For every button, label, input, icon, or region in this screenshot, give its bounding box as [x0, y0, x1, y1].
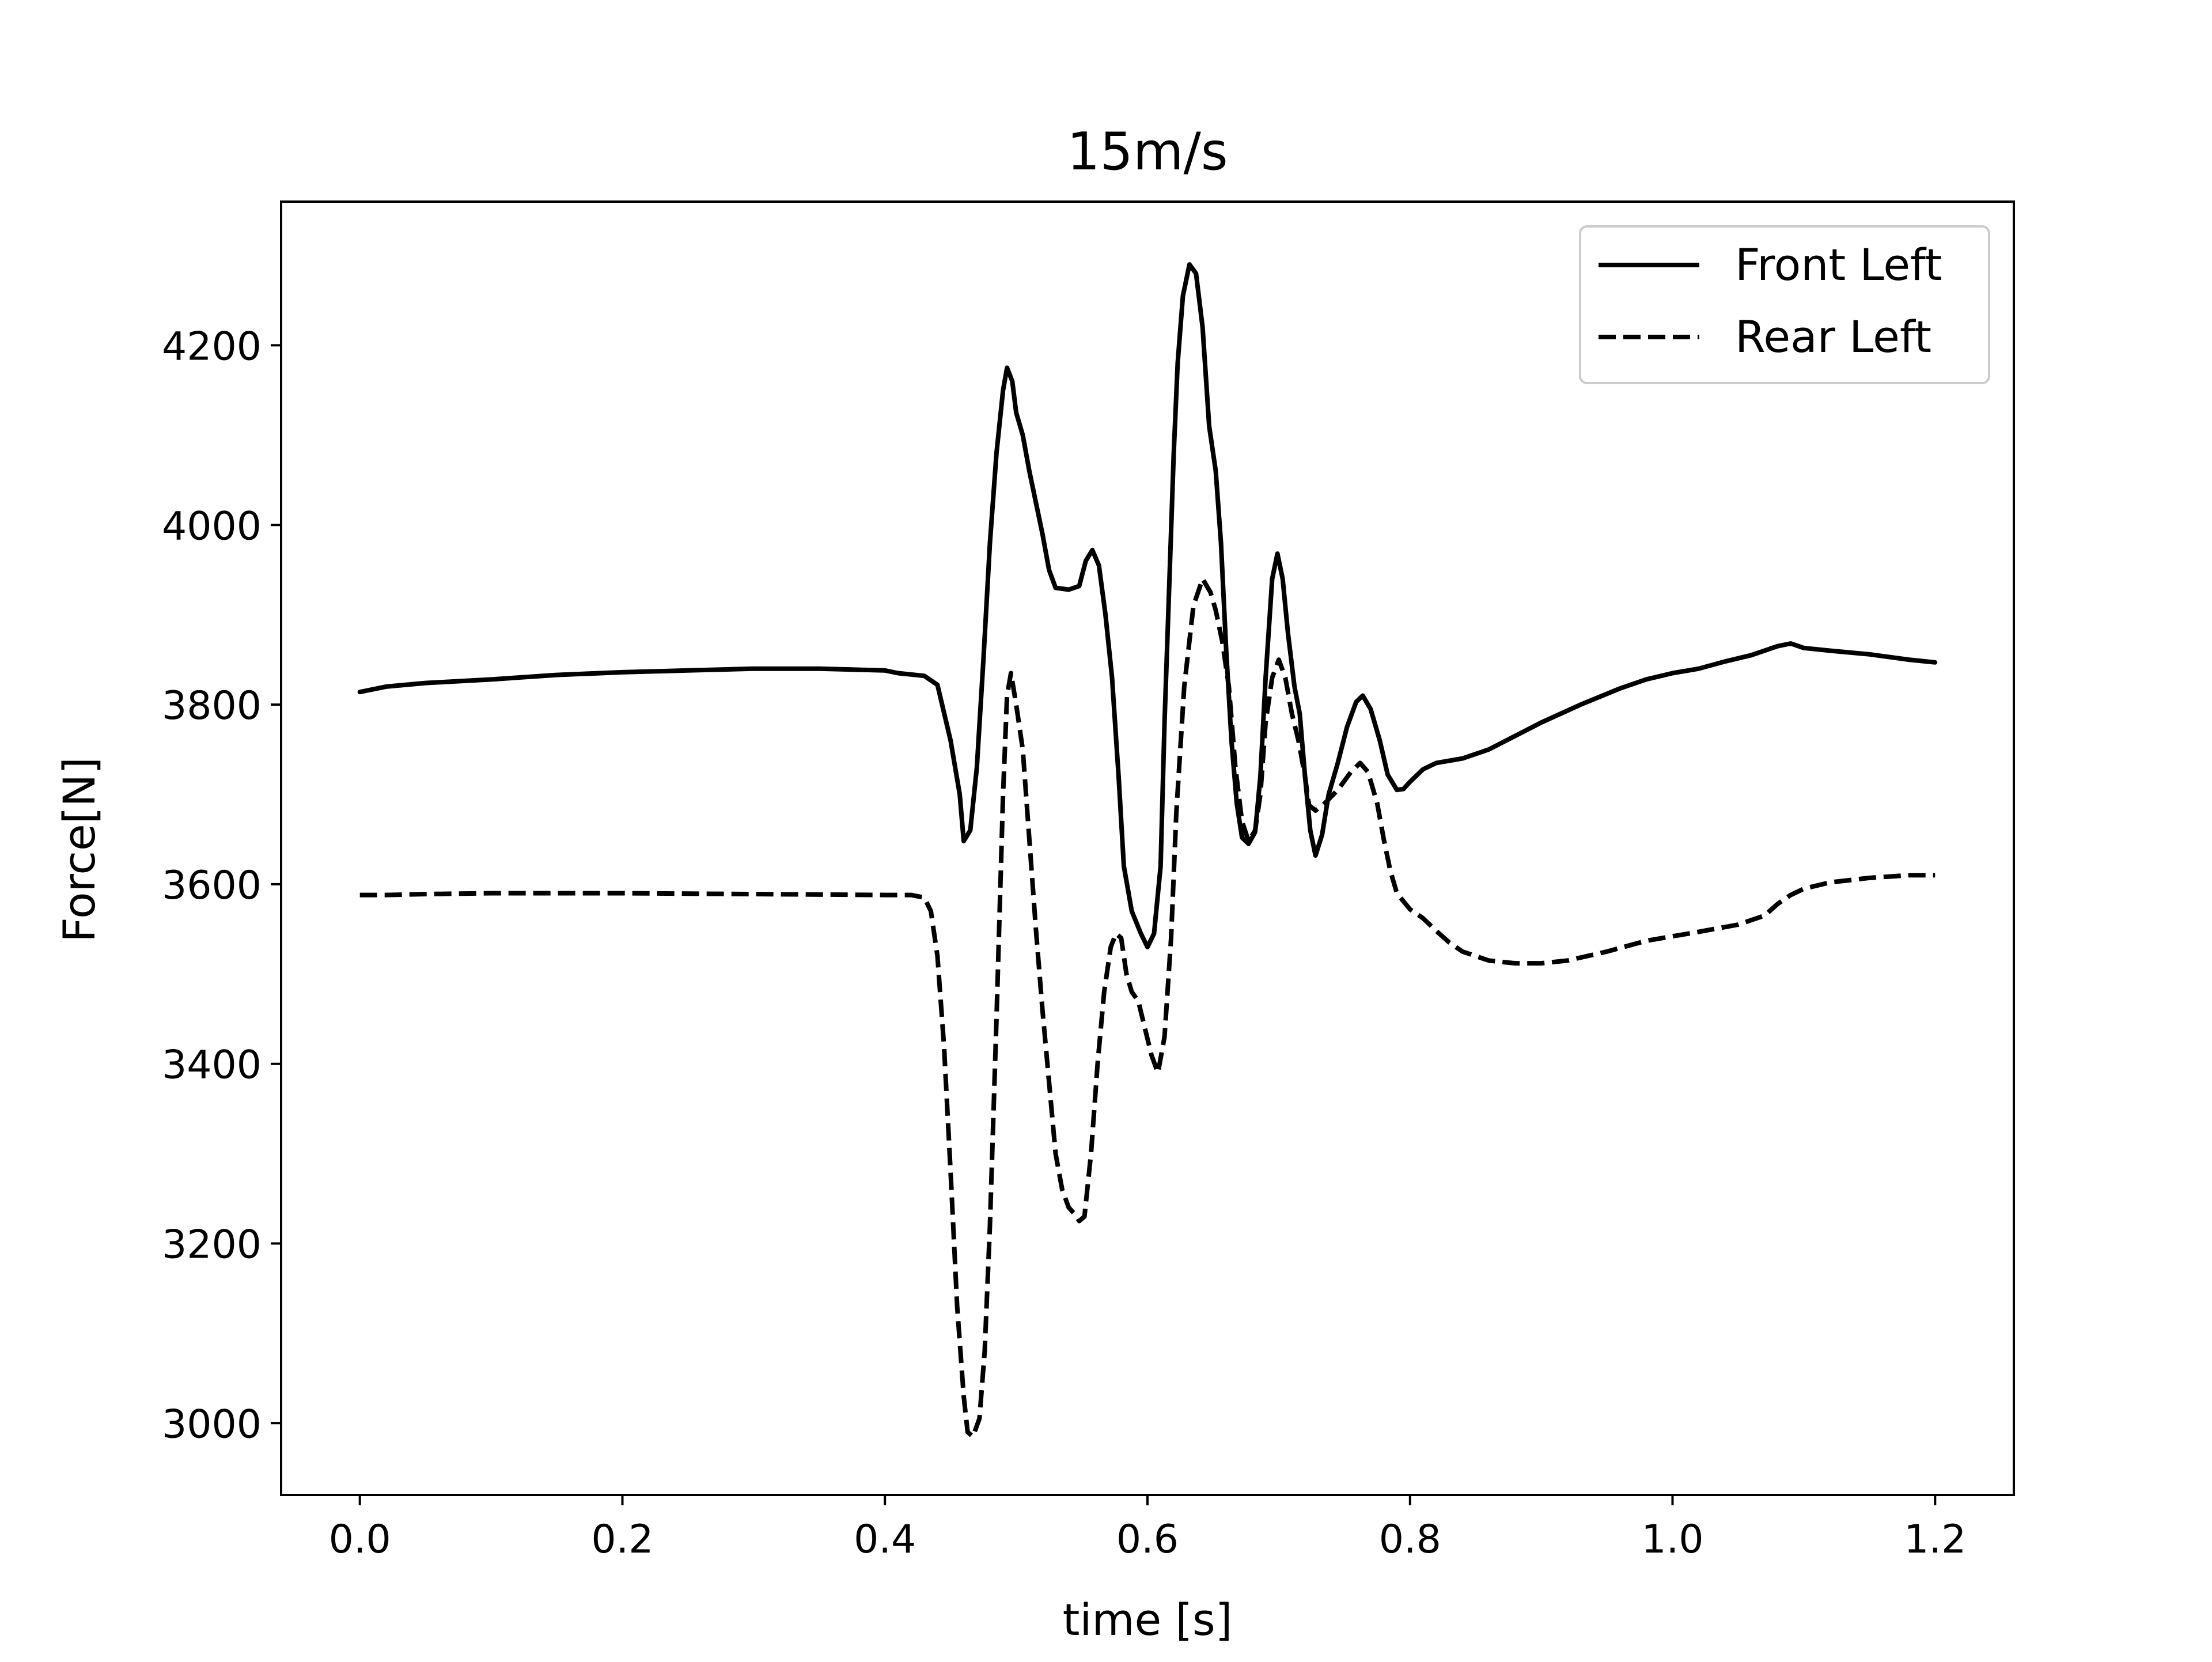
x-axis-label: time [s] — [1063, 1594, 1233, 1645]
y-tick-label: 3200 — [162, 1222, 262, 1268]
x-tick-label: 0.4 — [854, 1517, 916, 1562]
legend-label-front-left: Front Left — [1735, 239, 1942, 290]
chart-title: 15m/s — [1067, 122, 1228, 182]
series-line-front-left — [357, 262, 1938, 949]
legend: Front Left Rear Left — [1579, 225, 1990, 384]
series-line-rear-left — [359, 576, 1936, 1439]
x-tick-label: 0.2 — [591, 1517, 653, 1562]
y-tick-label: 3400 — [162, 1043, 262, 1088]
x-tick-label: 0.8 — [1379, 1517, 1441, 1562]
legend-label-rear-left: Rear Left — [1735, 311, 1931, 362]
y-tick-label: 3800 — [162, 683, 262, 729]
x-tick-label: 0.0 — [329, 1517, 391, 1562]
y-axis-label: Force[N] — [54, 757, 105, 942]
y-tick-label: 3000 — [162, 1402, 262, 1447]
plot-frame — [280, 200, 2015, 1496]
x-axis-ticks: 0.0 0.2 0.4 0.6 0.8 1.0 1.2 — [329, 1495, 1966, 1562]
y-tick-label: 3600 — [162, 863, 262, 908]
series-layer — [357, 262, 1938, 1439]
y-tick-label: 4000 — [162, 503, 262, 549]
x-tick-label: 0.6 — [1116, 1517, 1179, 1562]
x-tick-label: 1.0 — [1641, 1517, 1703, 1562]
x-tick-label: 1.2 — [1904, 1517, 1966, 1562]
y-tick-label: 4200 — [162, 324, 262, 369]
y-axis-ticks: 3000 3200 3400 3600 3800 4000 4200 — [162, 324, 281, 1447]
